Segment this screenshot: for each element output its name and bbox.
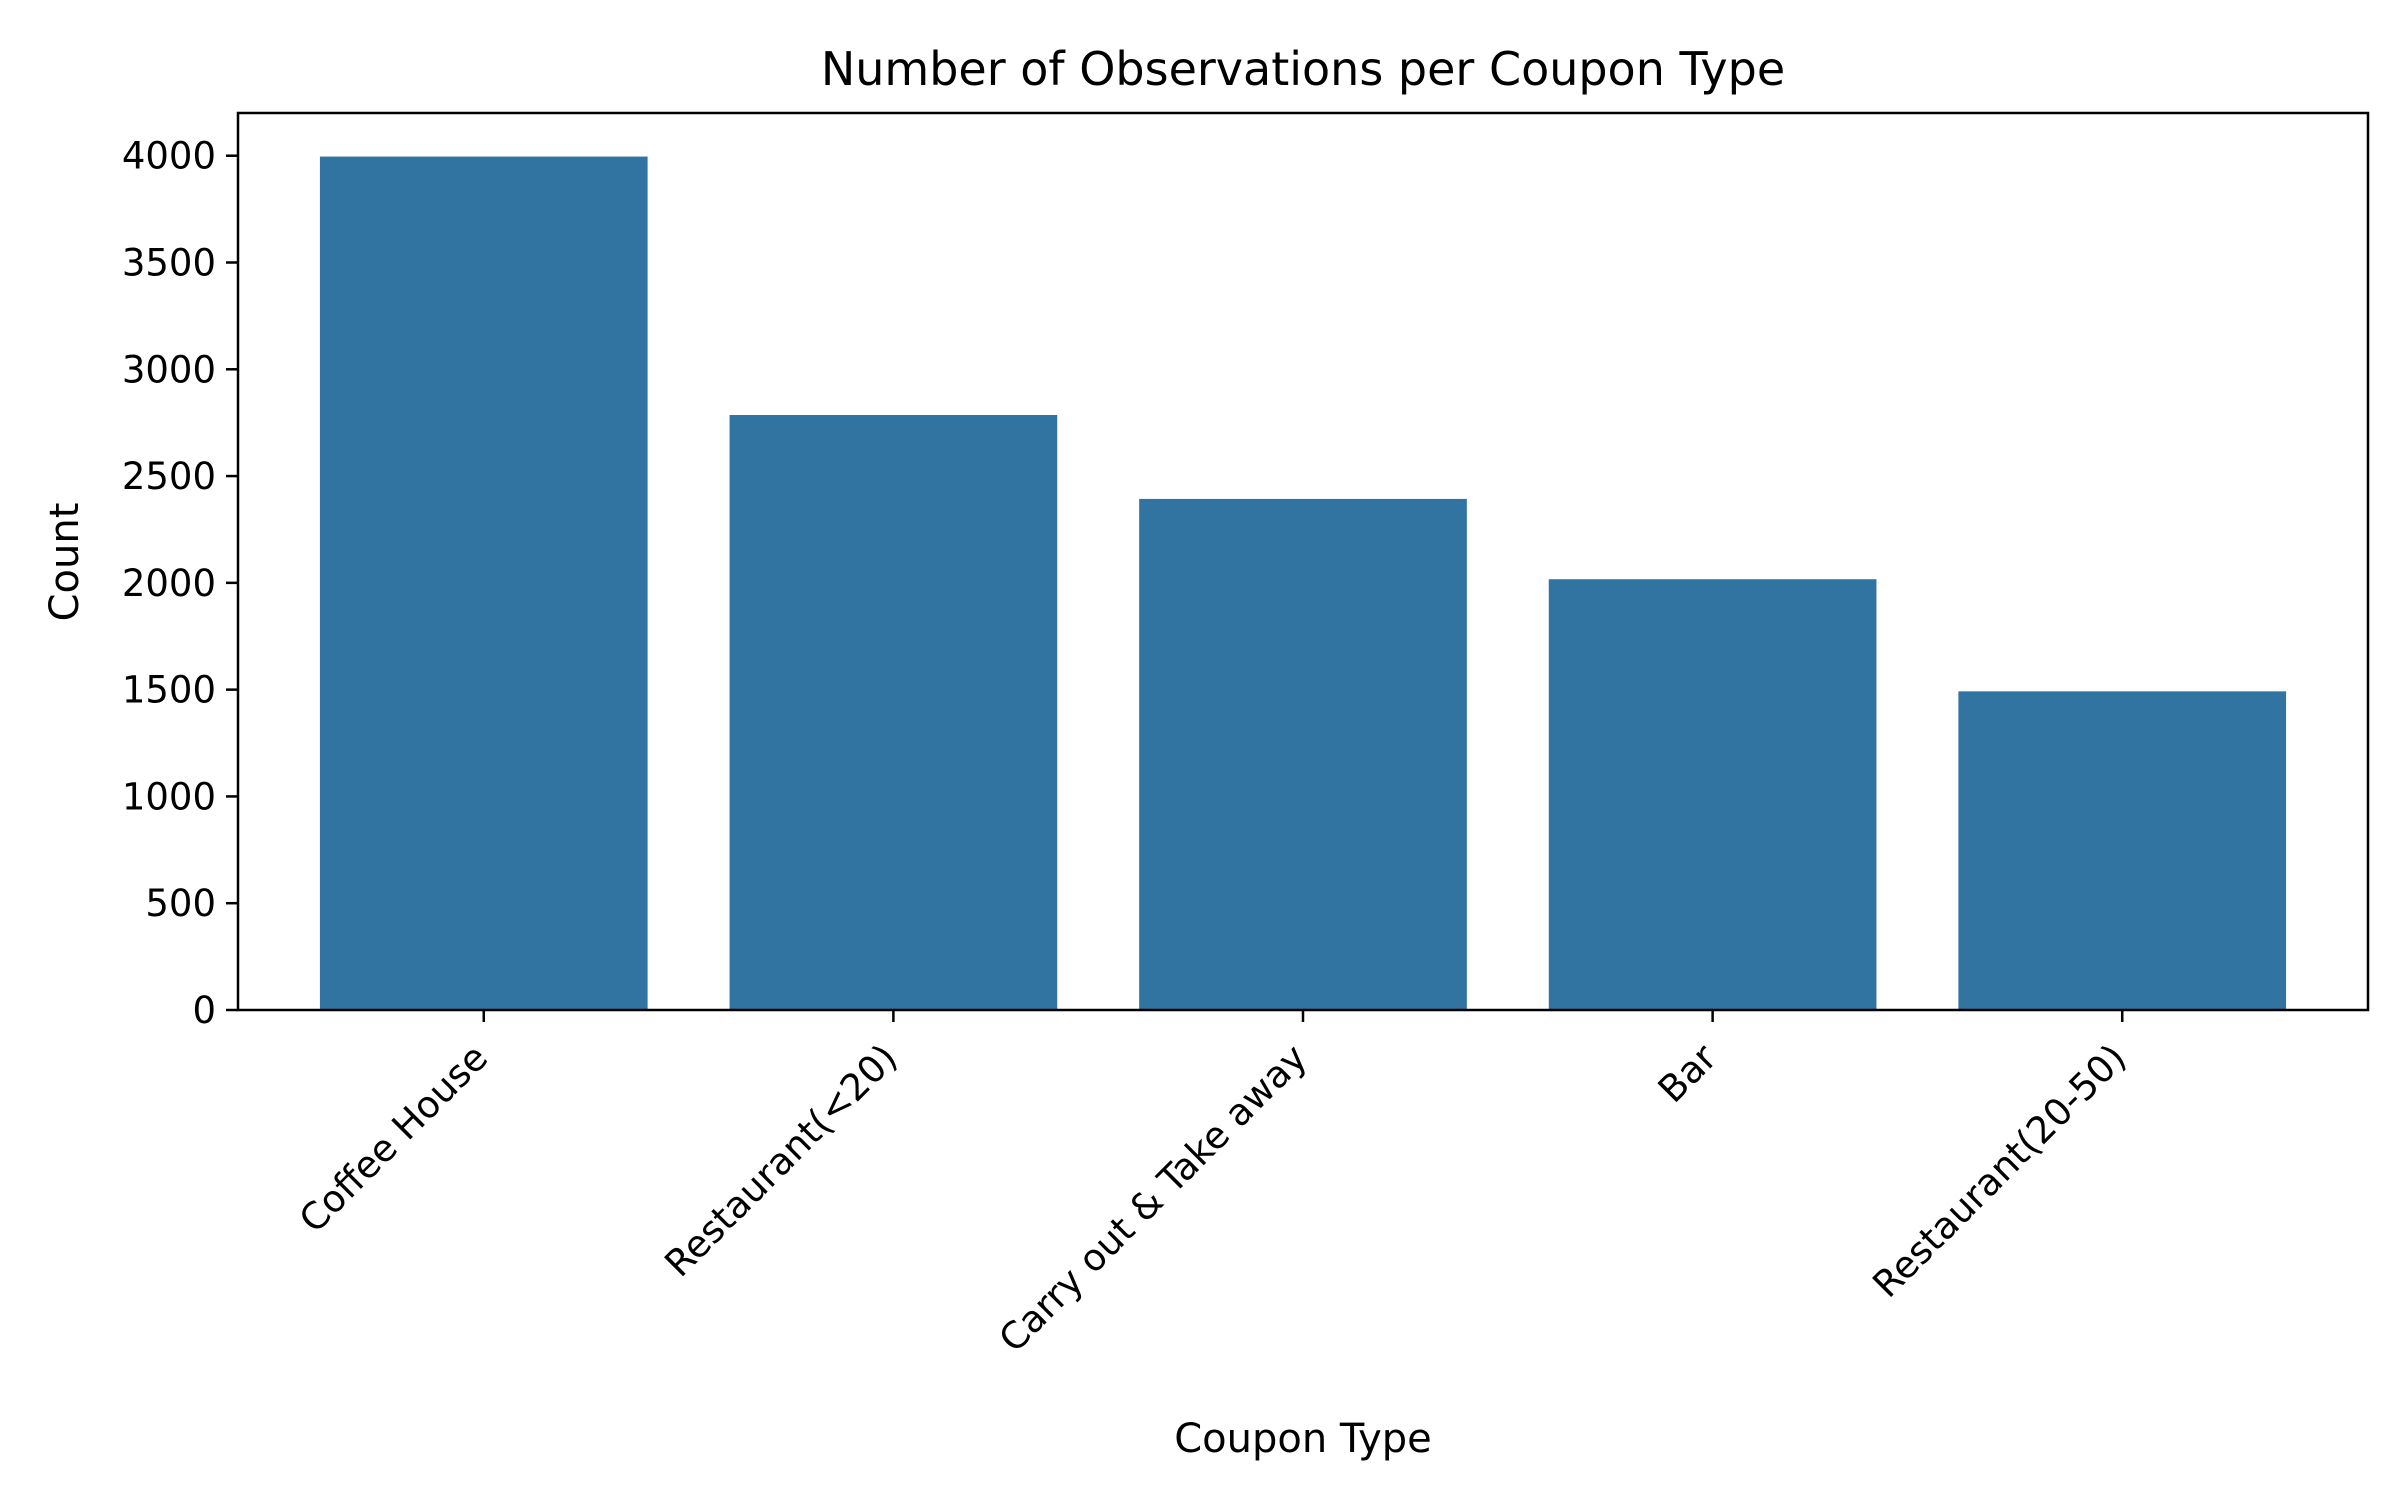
y-tick-label: 3500	[122, 242, 216, 285]
y-tick-label: 4000	[122, 135, 216, 178]
x-axis-label: Coupon Type	[1174, 1416, 1432, 1462]
chart-title: Number of Observations per Coupon Type	[821, 42, 1785, 96]
y-tick-label: 0	[192, 989, 216, 1032]
bar-bar	[1548, 579, 1877, 1010]
x-axis: Coffee House Restaurant(<20) Carry out & T…	[291, 1010, 2135, 1361]
bars-layer	[319, 156, 2287, 1010]
y-axis-label: Count	[42, 503, 88, 622]
x-tick-label: Restaurant(<20)	[656, 1036, 905, 1285]
plot-frame	[236, 111, 2370, 1012]
bar-carry-out-take-away	[1139, 498, 1467, 1010]
y-tick-label: 1500	[122, 669, 216, 712]
bar-coffee-house	[319, 156, 648, 1010]
bar-restaurant-20	[729, 414, 1058, 1010]
y-tick-label: 1000	[122, 775, 216, 818]
y-axis: 0 500 1000 1500 2000 2500 3000 3500 4000	[122, 135, 238, 1032]
x-tick-label: Restaurant(20-50)	[1865, 1036, 2135, 1306]
y-tick-label: 2000	[122, 562, 216, 605]
x-tick-label: Bar	[1650, 1035, 1726, 1111]
y-tick-label: 2500	[122, 455, 216, 498]
x-tick-label: Carry out & Take away	[991, 1036, 1316, 1361]
y-tick-label: 500	[145, 882, 216, 925]
x-tick-label: Coffee House	[291, 1036, 496, 1241]
y-tick-label: 3000	[122, 348, 216, 391]
bar-restaurant-20-50	[1958, 691, 2287, 1010]
